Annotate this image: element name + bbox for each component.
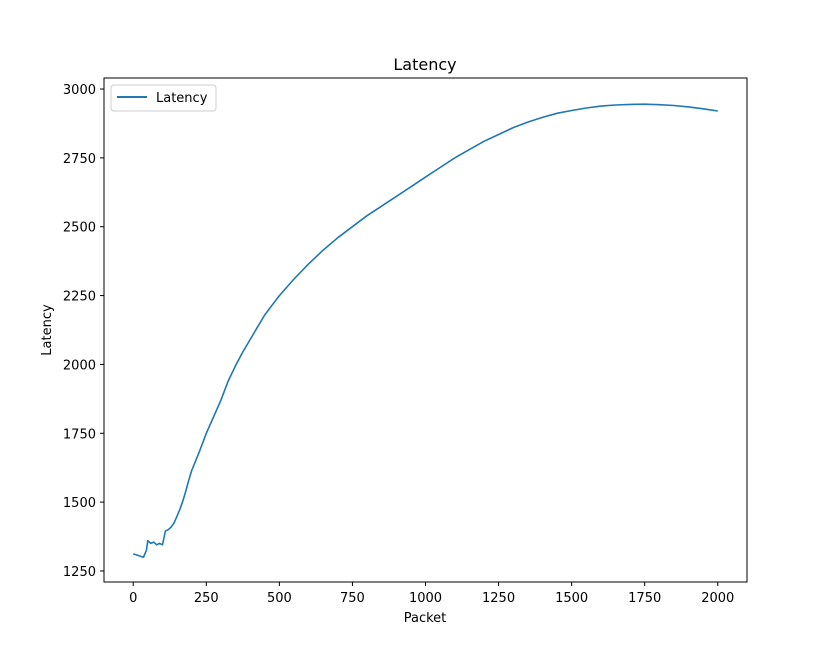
chart-title: Latency <box>393 55 456 74</box>
y-tick-label: 2250 <box>63 290 96 305</box>
x-tick-label: 750 <box>340 591 365 606</box>
series-line-latency <box>132 103 718 559</box>
y-tick-label: 1500 <box>63 496 96 511</box>
x-tick-label: 2000 <box>701 591 734 606</box>
y-tick-label: 1250 <box>63 565 96 580</box>
y-tick-label: 3000 <box>63 83 96 98</box>
y-tick-label: 1750 <box>63 427 96 442</box>
x-tick-label: 1750 <box>628 591 661 606</box>
legend-box <box>110 84 217 112</box>
x-tick-label: 1250 <box>482 591 515 606</box>
x-tick-label: 1500 <box>555 591 588 606</box>
y-axis-label: Latency <box>40 304 55 356</box>
x-tick-label: 1000 <box>409 591 442 606</box>
x-axis-ticks: 0 250 500 750 1000 1250 1500 1750 2000 <box>129 582 734 606</box>
legend: Latency <box>110 84 217 112</box>
x-tick-label: 250 <box>194 591 219 606</box>
x-tick-label: 500 <box>267 591 292 606</box>
x-axis-label: Packet <box>404 611 447 626</box>
y-axis-ticks: 1250 1500 1750 2000 2250 2500 2750 3000 <box>63 83 104 580</box>
y-tick-label: 2000 <box>63 358 96 373</box>
legend-label-latency: Latency <box>156 91 208 106</box>
x-tick-label: 0 <box>129 591 137 606</box>
y-tick-label: 2500 <box>63 221 96 236</box>
y-tick-label: 2750 <box>63 152 96 167</box>
